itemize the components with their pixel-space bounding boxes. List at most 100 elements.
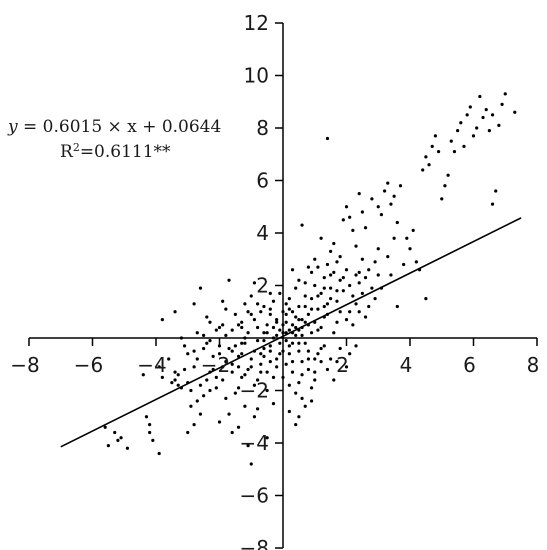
x-tick-label: 8 [527, 353, 540, 377]
data-point [319, 325, 323, 330]
data-point [230, 328, 234, 332]
data-point [265, 370, 269, 374]
y-tick-label: −6 [240, 484, 269, 508]
data-point [306, 265, 310, 269]
data-point [192, 302, 196, 306]
data-point [294, 325, 298, 330]
data-point [332, 270, 336, 274]
data-point [195, 331, 199, 335]
y-tick-label: −2 [240, 379, 269, 403]
data-point [103, 425, 107, 429]
data-point [351, 228, 355, 232]
data-point [217, 352, 222, 356]
data-point [275, 320, 279, 324]
data-point [319, 291, 323, 295]
data-point [313, 378, 317, 382]
data-point [252, 383, 257, 387]
y-tick-label: 6 [256, 169, 269, 193]
data-point [284, 320, 288, 324]
data-point [246, 444, 250, 448]
data-point [303, 294, 307, 298]
data-point [246, 310, 250, 314]
data-point [268, 291, 272, 295]
data-point [297, 318, 301, 322]
data-point [424, 297, 428, 301]
data-point [303, 404, 307, 408]
data-point [208, 388, 212, 393]
data-point [348, 283, 352, 288]
data-point [408, 247, 412, 251]
data-point [170, 381, 174, 385]
regression-equation: y = 0.6015 × x + 0.0644 [7, 117, 221, 137]
data-point [354, 302, 358, 306]
data-point [192, 349, 196, 353]
data-point [373, 260, 377, 264]
x-tick-label: 4 [400, 353, 413, 377]
data-point [284, 362, 288, 366]
data-point [195, 399, 199, 403]
data-point [208, 339, 212, 343]
data-point [465, 113, 469, 117]
x-tick-label: −4 [137, 353, 166, 377]
data-point [487, 129, 491, 133]
data-point [319, 360, 323, 364]
data-point [189, 388, 193, 393]
data-point [106, 444, 110, 448]
data-point [262, 339, 266, 343]
plot-area: −8 −6 −4 −2 2 4 6 8 12 10 8 6 4 2 −2 −4 −6 −8 [10, 11, 539, 550]
y-tick-label: 12 [244, 11, 269, 35]
data-point [300, 333, 304, 337]
data-point [389, 273, 393, 277]
data-point [306, 312, 310, 316]
data-point [113, 430, 117, 435]
data-point [360, 257, 364, 261]
data-point [287, 344, 291, 348]
data-point [290, 323, 295, 327]
data-point [249, 365, 253, 369]
data-point [497, 123, 501, 127]
data-point [303, 341, 307, 345]
data-point [224, 333, 228, 337]
data-point [265, 331, 269, 335]
data-point [306, 349, 310, 353]
data-point [354, 273, 358, 277]
data-point [275, 365, 279, 369]
data-point [325, 136, 330, 141]
data-point [271, 325, 276, 330]
data-point [341, 276, 345, 280]
data-point [116, 438, 120, 442]
data-point [300, 373, 304, 377]
data-point [363, 276, 368, 280]
data-point [398, 184, 403, 188]
data-point [322, 276, 326, 280]
data-point [348, 352, 352, 356]
data-point [316, 352, 320, 356]
data-point [360, 210, 364, 214]
data-point [268, 360, 272, 364]
data-point [275, 318, 279, 322]
data-point [367, 304, 371, 309]
data-point [275, 333, 279, 337]
data-point [297, 341, 301, 345]
data-point [176, 373, 180, 377]
data-point [157, 365, 161, 369]
data-point [440, 197, 444, 201]
data-point [503, 92, 507, 96]
data-point [443, 184, 447, 188]
data-point [224, 360, 228, 364]
data-point [309, 399, 314, 403]
data-point [370, 286, 374, 290]
data-point [278, 291, 282, 295]
data-point [287, 307, 291, 311]
data-point [322, 286, 326, 290]
y-tick-label: −4 [240, 431, 269, 455]
data-point [268, 312, 272, 316]
data-point [341, 218, 345, 222]
data-point [316, 294, 320, 298]
data-point [360, 291, 364, 295]
regression-line [60, 217, 522, 448]
data-point [271, 402, 276, 406]
data-point [167, 357, 171, 361]
data-point [367, 268, 371, 272]
data-point [265, 436, 269, 440]
